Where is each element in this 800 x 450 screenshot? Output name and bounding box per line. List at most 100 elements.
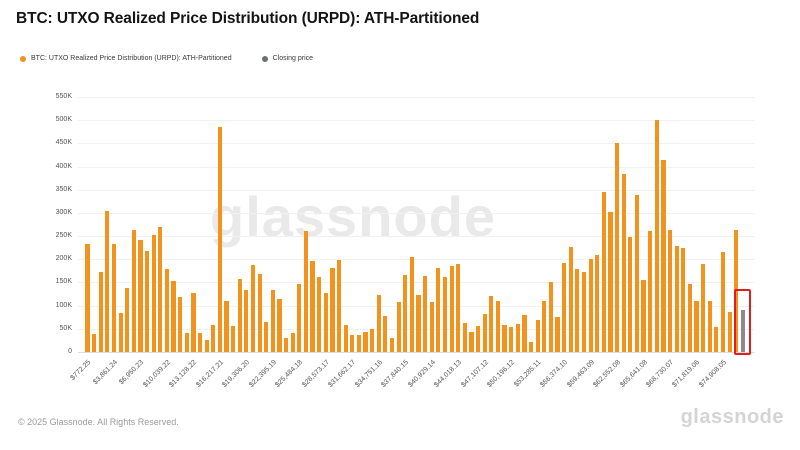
urpd-bar[interactable] [98, 271, 103, 352]
urpd-bar[interactable] [548, 282, 553, 352]
urpd-bar[interactable] [489, 296, 494, 352]
urpd-bar[interactable] [197, 333, 203, 352]
urpd-bar[interactable] [568, 247, 573, 352]
urpd-bar[interactable] [542, 301, 547, 352]
urpd-bar[interactable] [687, 283, 692, 352]
urpd-bar[interactable] [370, 328, 375, 352]
urpd-bar[interactable] [608, 211, 613, 352]
urpd-bar[interactable] [469, 332, 474, 352]
urpd-bar[interactable] [621, 173, 626, 352]
closing-price-bar[interactable] [740, 310, 745, 352]
urpd-bar[interactable] [303, 231, 309, 352]
urpd-bar[interactable] [164, 269, 170, 352]
urpd-bar[interactable] [429, 301, 434, 352]
urpd-bar[interactable] [250, 265, 256, 352]
urpd-bar[interactable] [515, 323, 520, 352]
urpd-bar[interactable] [257, 273, 262, 352]
urpd-bar[interactable] [403, 274, 408, 352]
urpd-bar[interactable] [336, 260, 342, 352]
urpd-bar[interactable] [389, 338, 395, 352]
urpd-bar[interactable] [151, 235, 156, 352]
urpd-bar[interactable] [562, 262, 567, 352]
urpd-bar[interactable] [138, 240, 143, 352]
urpd-bar[interactable] [125, 287, 130, 352]
legend-item-urpd[interactable]: BTC: UTXO Realized Price Distribution (U… [20, 55, 232, 62]
urpd-bar[interactable] [376, 294, 381, 352]
urpd-bar[interactable] [720, 252, 726, 352]
urpd-bar[interactable] [118, 312, 123, 352]
urpd-bar[interactable] [264, 321, 269, 352]
urpd-bar[interactable] [701, 264, 706, 352]
urpd-bar[interactable] [343, 324, 348, 352]
urpd-bar[interactable] [244, 289, 249, 352]
urpd-bar[interactable] [330, 268, 335, 352]
urpd-bar[interactable] [456, 263, 461, 352]
urpd-bar[interactable] [581, 272, 587, 352]
urpd-bar[interactable] [171, 280, 176, 352]
urpd-bar[interactable] [442, 276, 448, 352]
urpd-bar[interactable] [184, 332, 189, 352]
urpd-bar[interactable] [674, 246, 679, 352]
urpd-bar[interactable] [310, 261, 315, 352]
urpd-bar[interactable] [641, 279, 646, 352]
urpd-bar[interactable] [601, 192, 606, 352]
urpd-bar[interactable] [449, 266, 454, 352]
urpd-bar[interactable] [297, 283, 302, 352]
urpd-bar[interactable] [277, 298, 282, 352]
urpd-bar[interactable] [475, 325, 481, 352]
urpd-bar[interactable] [284, 338, 289, 352]
urpd-bar[interactable] [595, 254, 600, 352]
urpd-bar[interactable] [211, 324, 216, 352]
urpd-bar[interactable] [363, 332, 368, 352]
urpd-bar[interactable] [423, 275, 428, 352]
urpd-bar[interactable] [462, 323, 467, 352]
urpd-bar[interactable] [694, 301, 699, 352]
urpd-bar[interactable] [555, 317, 560, 352]
urpd-bar[interactable] [528, 341, 534, 352]
urpd-bar[interactable] [522, 314, 527, 352]
urpd-bar[interactable] [158, 226, 163, 352]
urpd-bar[interactable] [727, 312, 732, 352]
urpd-bar[interactable] [204, 340, 209, 352]
urpd-bar[interactable] [396, 301, 401, 352]
urpd-bar[interactable] [502, 324, 507, 352]
urpd-bar[interactable] [628, 236, 633, 352]
urpd-bar[interactable] [350, 334, 355, 352]
urpd-bar[interactable] [714, 326, 719, 352]
urpd-bar[interactable] [178, 296, 183, 352]
urpd-bar[interactable] [588, 258, 593, 352]
urpd-bar[interactable] [634, 195, 640, 352]
legend-item-closing-price[interactable]: Closing price [261, 55, 313, 62]
urpd-bar[interactable] [667, 229, 673, 352]
urpd-bar[interactable] [409, 256, 414, 352]
urpd-bar[interactable] [92, 333, 97, 352]
urpd-bar[interactable] [575, 268, 580, 352]
urpd-bar[interactable] [654, 120, 659, 352]
urpd-bar[interactable] [661, 160, 666, 352]
urpd-bar[interactable] [383, 316, 388, 352]
urpd-bar[interactable] [105, 210, 110, 352]
urpd-bar[interactable] [495, 301, 501, 352]
urpd-bar[interactable] [217, 127, 222, 352]
urpd-bar[interactable] [85, 243, 90, 352]
urpd-bar[interactable] [111, 243, 117, 352]
urpd-bar[interactable] [648, 230, 653, 352]
urpd-bar[interactable] [237, 278, 242, 352]
urpd-bar[interactable] [290, 333, 295, 352]
urpd-bar[interactable] [144, 250, 150, 352]
urpd-bar[interactable] [356, 334, 361, 352]
urpd-bar[interactable] [131, 229, 136, 352]
urpd-bar[interactable] [436, 268, 441, 352]
urpd-bar[interactable] [509, 326, 514, 352]
urpd-bar[interactable] [224, 301, 229, 352]
urpd-bar[interactable] [270, 290, 275, 352]
urpd-bar[interactable] [231, 325, 236, 352]
urpd-bar[interactable] [416, 294, 421, 352]
urpd-bar[interactable] [535, 320, 540, 352]
urpd-bar[interactable] [482, 313, 487, 352]
urpd-bar[interactable] [707, 300, 712, 352]
urpd-bar[interactable] [323, 293, 328, 352]
urpd-bar[interactable] [191, 292, 196, 352]
urpd-bar[interactable] [681, 247, 686, 352]
urpd-bar[interactable] [317, 276, 322, 352]
